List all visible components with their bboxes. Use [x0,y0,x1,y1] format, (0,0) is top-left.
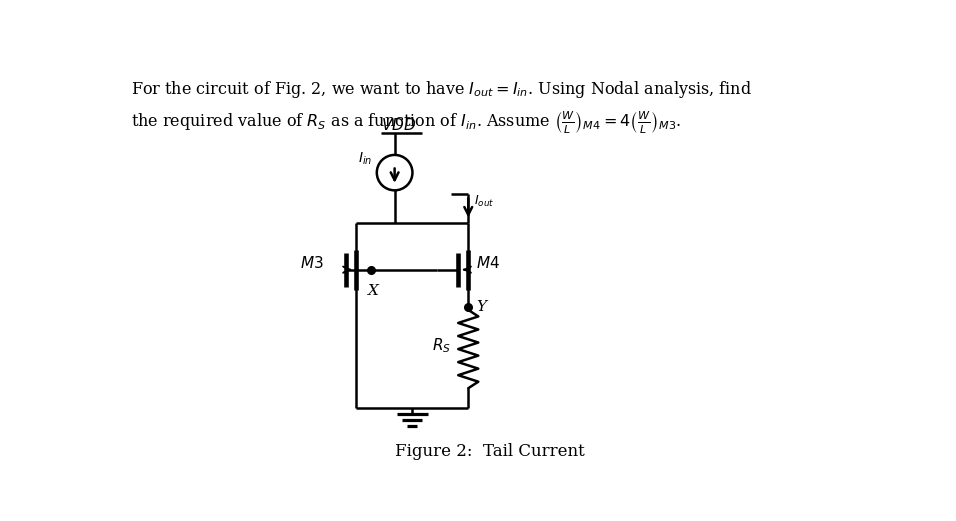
Text: For the circuit of Fig. 2, we want to have $I_{out} = I_{in}$. Using Nodal analy: For the circuit of Fig. 2, we want to ha… [131,79,752,100]
Text: $I_{in}$: $I_{in}$ [358,151,372,167]
Text: X: X [368,283,380,297]
Text: Y: Y [476,300,486,314]
Text: $I_{out}$: $I_{out}$ [473,194,494,209]
Text: Figure 2:  Tail Current: Figure 2: Tail Current [395,443,585,460]
Text: $M3$: $M3$ [299,255,323,271]
Text: $M4$: $M4$ [476,255,500,271]
Text: the required value of $R_S$ as a function of $I_{in}$. Assume $\left(\frac{W}{L}: the required value of $R_S$ as a functio… [131,109,682,135]
Text: $\mathit{VDD}$: $\mathit{VDD}$ [381,117,417,133]
Text: $R_S$: $R_S$ [432,336,451,355]
